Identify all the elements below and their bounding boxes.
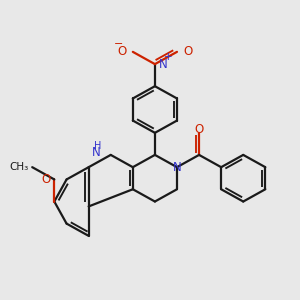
- Text: N: N: [172, 161, 182, 174]
- Text: −: −: [113, 40, 123, 50]
- Text: O: O: [194, 123, 204, 136]
- Text: CH₃: CH₃: [9, 162, 28, 172]
- Text: H: H: [94, 141, 102, 151]
- Text: O: O: [41, 173, 51, 186]
- Text: +: +: [164, 52, 173, 62]
- Text: N: N: [159, 58, 167, 70]
- Text: O: O: [117, 45, 127, 58]
- Text: O: O: [183, 45, 192, 58]
- Text: N: N: [92, 146, 101, 159]
